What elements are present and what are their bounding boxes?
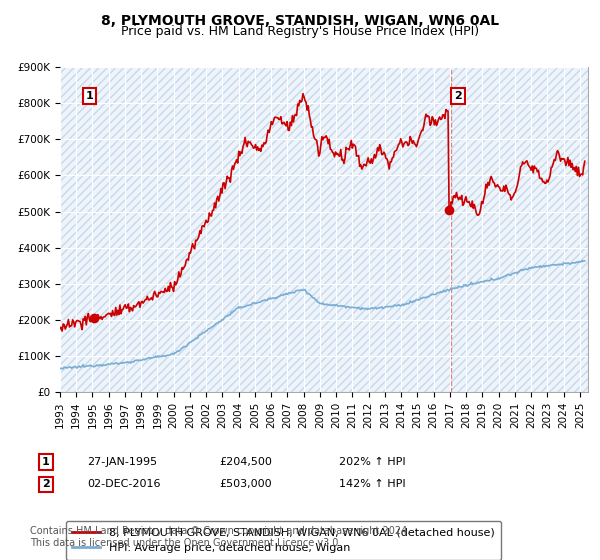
Text: 8, PLYMOUTH GROVE, STANDISH, WIGAN, WN6 0AL: 8, PLYMOUTH GROVE, STANDISH, WIGAN, WN6 … [101, 14, 499, 28]
Text: Price paid vs. HM Land Registry's House Price Index (HPI): Price paid vs. HM Land Registry's House … [121, 25, 479, 38]
Text: 27-JAN-1995: 27-JAN-1995 [87, 457, 157, 467]
Text: £503,000: £503,000 [219, 479, 272, 489]
Text: 1: 1 [85, 91, 93, 101]
Text: £204,500: £204,500 [219, 457, 272, 467]
Legend: 8, PLYMOUTH GROVE, STANDISH, WIGAN, WN6 0AL (detached house), HPI: Average price: 8, PLYMOUTH GROVE, STANDISH, WIGAN, WN6 … [65, 521, 502, 560]
Text: 02-DEC-2016: 02-DEC-2016 [87, 479, 161, 489]
Text: 2: 2 [42, 479, 50, 489]
Text: 142% ↑ HPI: 142% ↑ HPI [339, 479, 406, 489]
Text: 2: 2 [454, 91, 462, 101]
Text: 1: 1 [42, 457, 50, 467]
Text: 202% ↑ HPI: 202% ↑ HPI [339, 457, 406, 467]
Text: Contains HM Land Registry data © Crown copyright and database right 2024.
This d: Contains HM Land Registry data © Crown c… [30, 526, 410, 548]
